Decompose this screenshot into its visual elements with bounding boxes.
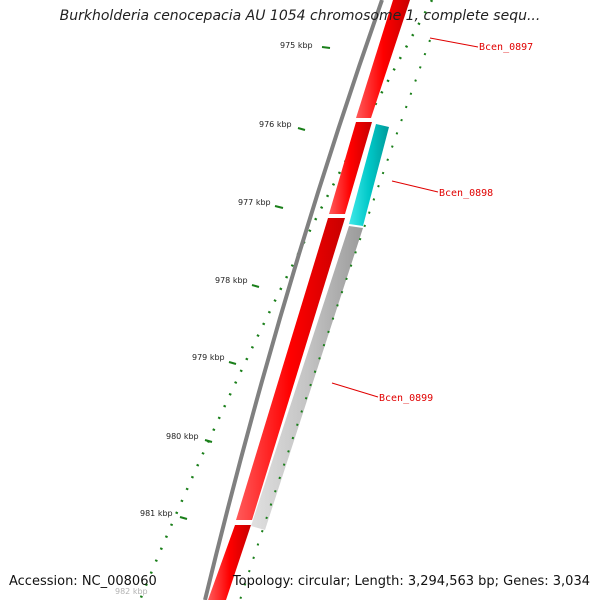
tick-mark: [204, 439, 213, 443]
tick-mark: [251, 284, 260, 288]
gene-label-Bcen_0899[interactable]: Bcen_0899: [379, 393, 433, 404]
tick-mark: [274, 205, 284, 209]
gene-Bcen_0898-shape[interactable]: [349, 124, 389, 226]
sequence-summary: Topology: circular; Length: 3,294,563 bp…: [232, 574, 590, 589]
tick-label-975: 975 kbp: [280, 41, 313, 50]
gene-Bcen_0899-shape[interactable]: [251, 226, 363, 530]
tick-mark: [297, 127, 306, 131]
tick-mark: [321, 46, 331, 49]
tick-mark: [228, 361, 237, 365]
tick-label-978: 978 kbp: [215, 276, 248, 285]
gene-Bcen_0897-shape[interactable]: [356, 0, 410, 118]
sequence-title: Burkholderia cenocepacia AU 1054 chromos…: [59, 8, 541, 24]
tick-mark: [179, 516, 188, 520]
tick-label-981: 981 kbp: [140, 509, 173, 518]
tick-label-980: 980 kbp: [166, 432, 199, 441]
accession-text: Accession: NC_008060: [9, 574, 157, 589]
gene-label-Bcen_0897[interactable]: Bcen_0897: [479, 42, 533, 53]
leader-Bcen_0897: [429, 37, 479, 48]
leader-Bcen_0898: [391, 180, 439, 193]
tick-label-976: 976 kbp: [259, 120, 292, 129]
scale-ring: [138, 0, 434, 600]
tick-label-977: 977 kbp: [238, 198, 271, 207]
gene-forward-4-shape[interactable]: [208, 525, 251, 600]
gene-label-Bcen_0898[interactable]: Bcen_0898: [439, 188, 493, 199]
chromosome-backbone: [203, 0, 384, 600]
gene-forward-3-shape[interactable]: [236, 218, 345, 520]
tick-label-982: 982 kbp: [115, 587, 148, 596]
leader-Bcen_0899: [331, 382, 379, 398]
gene-forward-2-shape[interactable]: [329, 122, 372, 214]
tick-label-979: 979 kbp: [192, 353, 225, 362]
